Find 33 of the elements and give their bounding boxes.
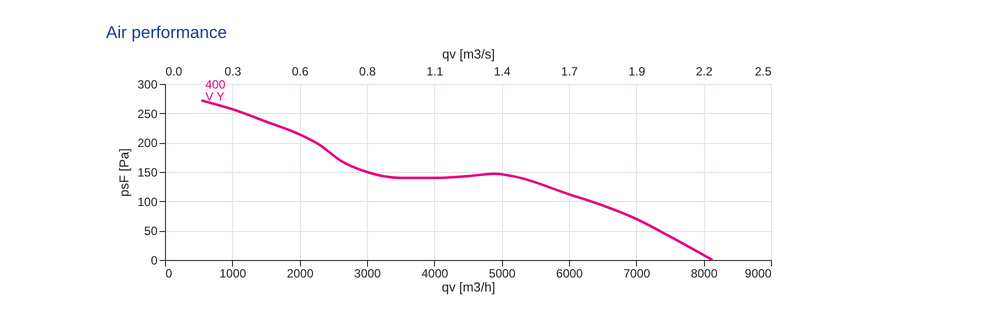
chart-title: Air performance (106, 23, 227, 42)
x2-tick-label: 0.0 (166, 64, 183, 78)
x-tick-label: 6000 (556, 266, 584, 280)
line-series (200, 99, 714, 262)
x-tick-label: 5000 (488, 266, 516, 280)
x-tick-label: 7000 (623, 266, 651, 280)
y-tick-label: 300 (137, 78, 158, 92)
x-tick-label: 1000 (219, 266, 247, 280)
x2-axis-title: qv [m3/s] (442, 46, 495, 62)
x-axis-title: qv [m3/h] (442, 280, 496, 294)
y-tick-label: 100 (137, 194, 158, 209)
x-tick-label: 2000 (286, 266, 314, 280)
series-label: 400 V Y (205, 77, 226, 104)
x2-tick-label: 1.1 (426, 64, 444, 78)
x2-tick-label: 1.9 (628, 64, 646, 78)
y-tick-label: 250 (137, 106, 158, 121)
x2-tick-label: 0.6 (292, 64, 309, 78)
y-tick-label: 150 (137, 166, 158, 180)
y-tick-label: 50 (144, 224, 158, 238)
x-tick-label: 3000 (354, 266, 382, 280)
y-tick-label: 200 (137, 136, 158, 150)
x-tick-label: 8000 (690, 266, 718, 280)
x2-tick-label: 2.2 (696, 64, 713, 78)
x2-tick-label: 1.4 (494, 64, 511, 78)
x-tick-label: 0 (166, 266, 172, 280)
y-axis-title: psF [Pa] (116, 148, 132, 197)
x-tick-label: 4000 (421, 266, 449, 280)
x2-tick-label: 0.8 (359, 64, 376, 78)
x-tick-label: 9000 (744, 266, 772, 280)
x2-tick-label: 0.3 (224, 64, 242, 78)
x2-tick-label: 1.7 (561, 64, 578, 78)
y-tick-label: 0 (150, 254, 158, 268)
x2-tick-label: 2.5 (754, 64, 772, 78)
